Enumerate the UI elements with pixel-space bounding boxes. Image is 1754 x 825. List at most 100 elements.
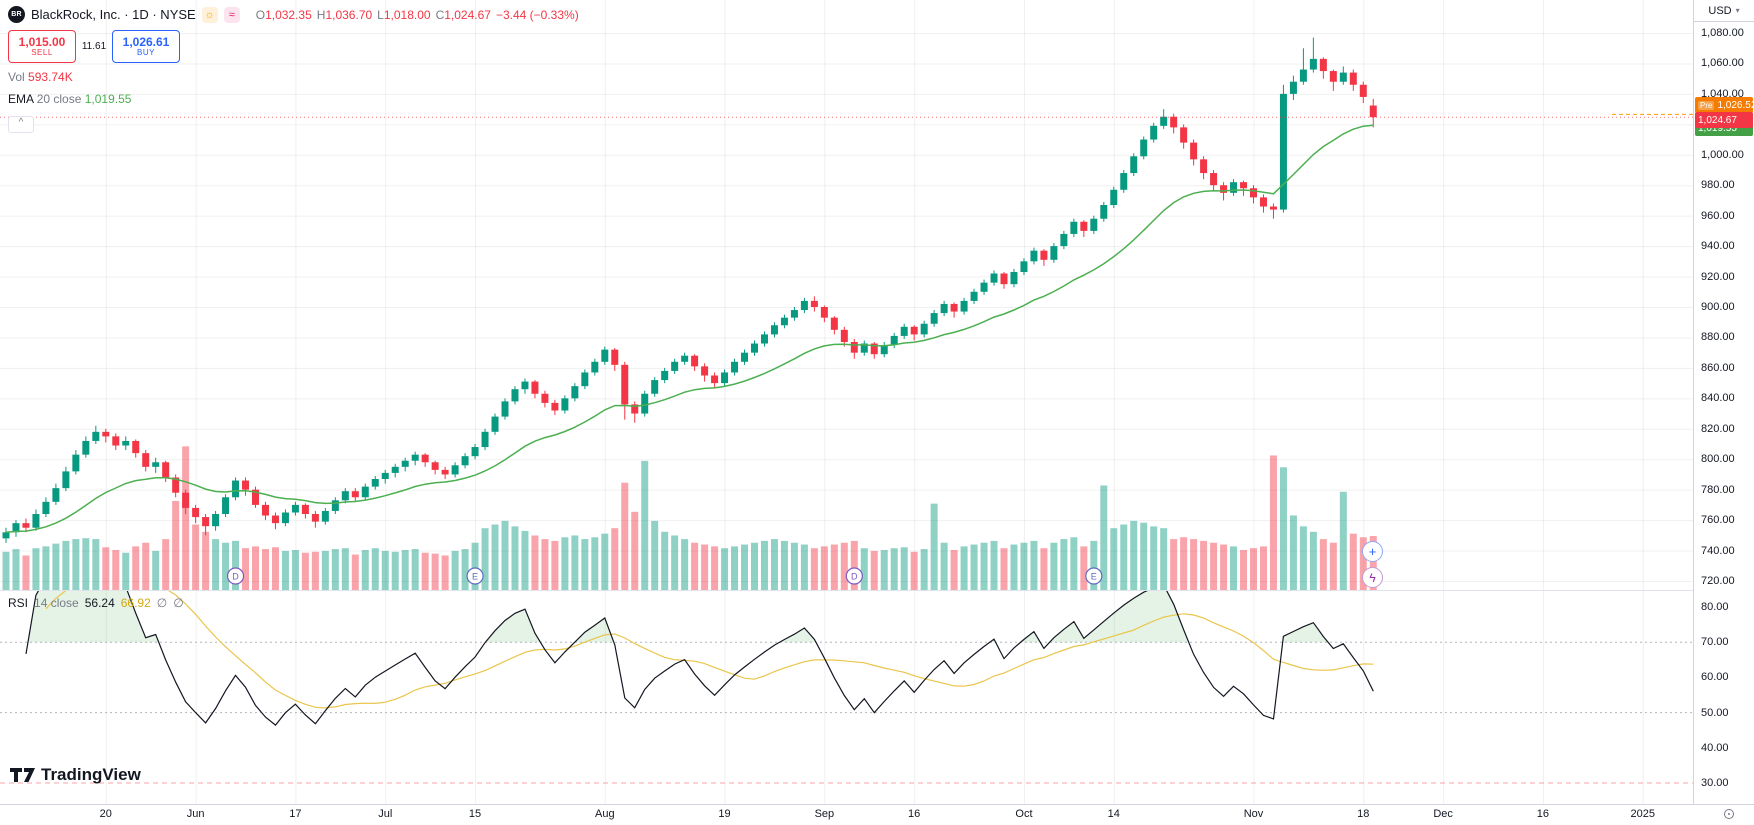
rsi-tick: 50.00 bbox=[1701, 706, 1729, 719]
symbol-row: BR BlackRock, Inc. · 1D · NYSE ☼ ≈ O1,03… bbox=[8, 6, 579, 23]
svg-text:D: D bbox=[232, 572, 239, 582]
price-tick: 820.00 bbox=[1701, 422, 1735, 435]
price-tick: 1,060.00 bbox=[1701, 57, 1744, 70]
price-tick: 960.00 bbox=[1701, 209, 1735, 222]
time-tick: 15 bbox=[468, 808, 482, 820]
price-tick: 760.00 bbox=[1701, 514, 1735, 527]
sun-badge-icon[interactable]: ☼ bbox=[201, 6, 218, 23]
add-alert-plus-button[interactable]: + bbox=[1362, 541, 1383, 562]
buy-button[interactable]: 1,026.61 BUY bbox=[112, 30, 180, 63]
rsi-hidden-plot-1: ∅ bbox=[156, 596, 168, 610]
rsi-line bbox=[25, 591, 1374, 726]
low-label: L bbox=[377, 7, 384, 22]
volume-series bbox=[2, 446, 1377, 590]
time-tick: 16 bbox=[1536, 808, 1550, 820]
rsi-pane bbox=[0, 591, 1694, 784]
instant-trade-bolt-button[interactable]: ϟ bbox=[1362, 567, 1383, 588]
volume-value: 593.74K bbox=[28, 70, 73, 84]
collapse-legend-button[interactable]: ^ bbox=[8, 116, 34, 133]
open-value: 1,032.35 bbox=[265, 7, 312, 22]
time-tick: 18 bbox=[1357, 808, 1370, 820]
ema-price: 1,019.55 bbox=[1698, 122, 1737, 134]
ema-label: EMA bbox=[8, 92, 34, 106]
high-label: H bbox=[316, 7, 326, 22]
svg-text:D: D bbox=[851, 572, 858, 582]
tradingview-logo[interactable]: TradingView bbox=[10, 764, 141, 786]
price-tick: 720.00 bbox=[1701, 574, 1735, 587]
price-tick: 800.00 bbox=[1701, 453, 1735, 466]
last-price-badge: 1,024.67 bbox=[1695, 112, 1753, 128]
high-value: 1,036.70 bbox=[325, 7, 373, 22]
sell-button[interactable]: 1,015.00 SELL bbox=[8, 30, 76, 63]
ema-legend[interactable]: EMA 20 close 1,019.55 bbox=[8, 92, 131, 106]
price-scale[interactable]: USD ▾ 1,080.001,060.001,040.001,020.001,… bbox=[1693, 0, 1754, 805]
rsi-tick: 40.00 bbox=[1701, 741, 1729, 754]
ema-value: 1,019.55 bbox=[84, 92, 132, 106]
volume-legend[interactable]: Vol 593.74K bbox=[8, 70, 73, 84]
time-tick: Nov bbox=[1243, 808, 1264, 820]
rsi-params: 14 close bbox=[34, 596, 79, 610]
rsi-tick: 70.00 bbox=[1701, 636, 1729, 649]
time-tick: Oct bbox=[1015, 808, 1033, 820]
settings-gear-icon[interactable] bbox=[1724, 809, 1734, 819]
time-tick: 16 bbox=[908, 808, 921, 820]
rsi-label: RSI bbox=[8, 596, 29, 610]
time-tick: 2025 bbox=[1630, 808, 1655, 820]
tradingview-logo-text: TradingView bbox=[41, 765, 141, 784]
price-tick: 920.00 bbox=[1701, 270, 1735, 283]
time-tick: 19 bbox=[718, 808, 731, 820]
premarket-chip: Pre bbox=[1698, 100, 1715, 110]
tradingview-logo-icon bbox=[10, 768, 35, 782]
volume-label: Vol bbox=[8, 70, 25, 84]
last-price: 1,024.67 bbox=[1698, 114, 1737, 126]
rsi-tick: 60.00 bbox=[1701, 671, 1729, 684]
price-tick: 880.00 bbox=[1701, 331, 1735, 344]
sell-price: 1,015.00 bbox=[18, 34, 66, 49]
price-tick: 780.00 bbox=[1701, 483, 1735, 496]
ohlc-values: O1,032.35 H1,036.70 L1,018.00 C1,024.67 … bbox=[256, 8, 579, 22]
rsi-ma-value: 66.92 bbox=[120, 596, 151, 610]
time-axis[interactable]: 20 Jun 17 Jul 15 Aug 19 Sep 16 Oct 14 Nov 18 Dec 16 202… bbox=[0, 804, 1754, 825]
premarket-price-badge: Pre 1,026.52 bbox=[1695, 97, 1754, 113]
sell-label: SELL bbox=[31, 47, 53, 57]
wave-badge-icon[interactable]: ≈ bbox=[223, 6, 240, 23]
close-value: 1,024.67 bbox=[444, 7, 491, 22]
symbol-title[interactable]: BlackRock, Inc. · 1D · NYSE bbox=[31, 7, 196, 22]
price-tick: 980.00 bbox=[1701, 179, 1735, 192]
close-label: C bbox=[435, 7, 445, 22]
ema-line bbox=[5, 124, 1374, 534]
price-tick: 840.00 bbox=[1701, 392, 1735, 405]
price-tick: 860.00 bbox=[1701, 361, 1735, 374]
rsi-tick: 30.00 bbox=[1701, 777, 1729, 789]
buy-label: BUY bbox=[137, 47, 155, 57]
premarket-price: 1,026.52 bbox=[1717, 99, 1754, 111]
chart-legend: BR BlackRock, Inc. · 1D · NYSE ☼ ≈ O1,03… bbox=[8, 6, 579, 133]
price-tick: 900.00 bbox=[1701, 300, 1735, 313]
time-tick: Aug bbox=[595, 808, 615, 820]
time-tick: 17 bbox=[289, 808, 302, 820]
spread-value: 11.61 bbox=[81, 41, 107, 52]
time-tick: Jul bbox=[378, 808, 393, 820]
grid bbox=[0, 0, 1694, 805]
rsi-legend[interactable]: RSI 14 close 56.24 66.92 ∅ ∅ bbox=[8, 596, 184, 610]
price-tick: 1,080.00 bbox=[1701, 27, 1744, 39]
open-label: O bbox=[255, 7, 266, 22]
rsi-tick: 80.00 bbox=[1701, 601, 1729, 613]
time-tick: Dec bbox=[1433, 808, 1453, 820]
price-tick: 1,000.00 bbox=[1701, 148, 1744, 161]
time-tick: 14 bbox=[1107, 808, 1120, 820]
chevron-down-icon: ▾ bbox=[1735, 6, 1740, 15]
time-tick: 20 bbox=[99, 808, 112, 820]
trade-widget: 1,015.00 SELL 11.61 1,026.61 BUY bbox=[8, 30, 180, 63]
rsi-value: 56.24 bbox=[84, 596, 115, 610]
rsi-ma-line bbox=[45, 591, 1374, 709]
currency-selector[interactable]: USD ▾ bbox=[1694, 0, 1754, 22]
candle-series bbox=[2, 37, 1377, 543]
symbol-logo[interactable]: BR bbox=[8, 6, 25, 23]
change-value: −3.44 (−0.33%) bbox=[495, 7, 579, 22]
price-tick: 1,040.00 bbox=[1701, 87, 1744, 100]
svg-text:E: E bbox=[1091, 572, 1097, 582]
